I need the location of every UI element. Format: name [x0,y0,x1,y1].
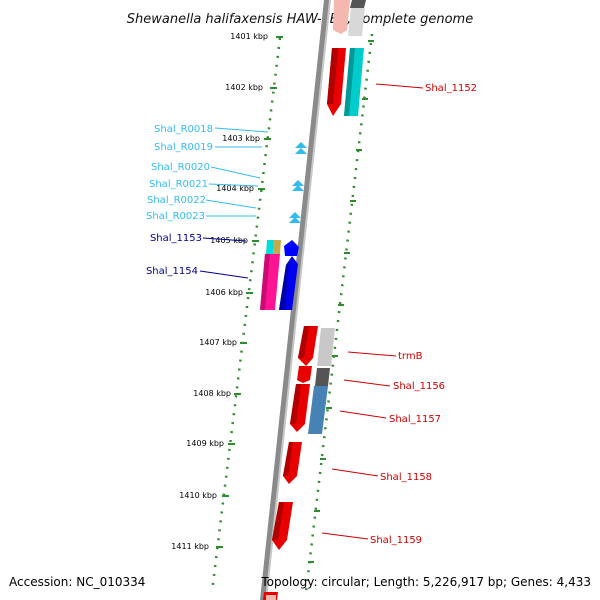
accession-label: Accession: NC_010334 [9,575,145,589]
gene-arrow[interactable] [297,366,312,383]
gene-label[interactable]: Shal_1156 [393,381,445,392]
callout-line [214,127,269,133]
tick-label: 1408 kbp [193,389,231,398]
gene-label[interactable]: Shal_1157 [389,414,441,425]
tick-label: 1407 kbp [199,338,237,347]
gene-block[interactable] [308,386,328,434]
gene-block-shade [344,48,355,116]
tick-label: 1403 kbp [222,134,260,143]
gene-block-shade [260,254,270,310]
tick-label: 1401 kbp [230,32,268,41]
callout-line [205,199,257,209]
gene-block [266,595,276,600]
callout-line [321,532,369,540]
topology-label: Topology: circular; Length: 5,226,917 bp… [260,575,591,589]
gene-arrow-shade [290,384,301,424]
trna-arrow[interactable] [292,185,304,191]
trna-arrow[interactable] [295,148,307,154]
trna-arrow[interactable] [289,217,301,223]
gene-label[interactable]: Shal_R0022 [147,195,206,206]
scale-ticks: 1401 kbp 1402 kbp 1403 kbp 1404 kbp 1405… [171,32,283,551]
gene-label[interactable]: Shal_1153 [150,233,202,244]
gene-label[interactable]: Shal_1158 [380,472,432,483]
gene-block[interactable] [350,0,366,8]
map-title: Shewanella halifaxensis HAW-EB4, complet… [127,12,473,27]
outer-ticks [308,40,374,563]
gene-arrow[interactable] [333,0,350,34]
tick-label: 1410 kbp [179,491,217,500]
genome-axis [260,0,330,600]
callout-line [202,237,247,242]
callout-line [343,379,391,387]
tick-label: 1409 kbp [186,439,224,448]
callout-line [199,270,249,279]
tick-label: 1402 kbp [225,83,263,92]
gene-arrow-shade [327,48,338,104]
trna-arrow[interactable] [292,180,304,186]
outer-dotted-line [304,33,374,593]
gene-label[interactable]: Shal_1159 [370,535,422,546]
genome-axis-highlight [265,0,331,600]
scale-dotted-line [210,37,282,593]
callout-line [375,83,424,89]
gene-label[interactable]: Shal_R0021 [149,179,208,190]
callout-line [331,468,379,477]
gene-label[interactable]: Shal_R0019 [154,142,213,153]
gene-block[interactable] [317,328,335,366]
gene-block[interactable] [315,368,330,386]
callout-line [347,351,397,357]
gene-arrow-shade [283,442,293,476]
gene-arrow-shade [298,326,309,358]
gene-arrow-shade [272,502,284,540]
tick-label: 1405 kbp [210,236,248,245]
gene-block[interactable] [266,240,274,254]
tick-label: 1406 kbp [205,288,243,297]
callout-line [339,410,387,419]
tick-label: 1404 kbp [216,184,254,193]
gene-label[interactable]: Shal_R0018 [154,124,213,135]
tick-label: 1411 kbp [171,542,209,551]
trna-arrow[interactable] [289,212,301,218]
callout-line [208,183,259,187]
gene-label[interactable]: Shal_R0020 [151,162,210,173]
gene-label[interactable]: Shal_R0023 [146,211,205,222]
gene-block[interactable] [348,8,365,36]
gene-label[interactable]: Shal_1154 [146,266,198,277]
callout-line [210,166,261,179]
gene-label[interactable]: trmB [398,351,423,362]
gene-arrow-shade [279,261,289,310]
gene-arrow[interactable] [284,240,299,256]
gene-block[interactable] [273,240,281,254]
trna-arrow[interactable] [295,142,307,148]
gene-label[interactable]: Shal_1152 [425,83,477,94]
